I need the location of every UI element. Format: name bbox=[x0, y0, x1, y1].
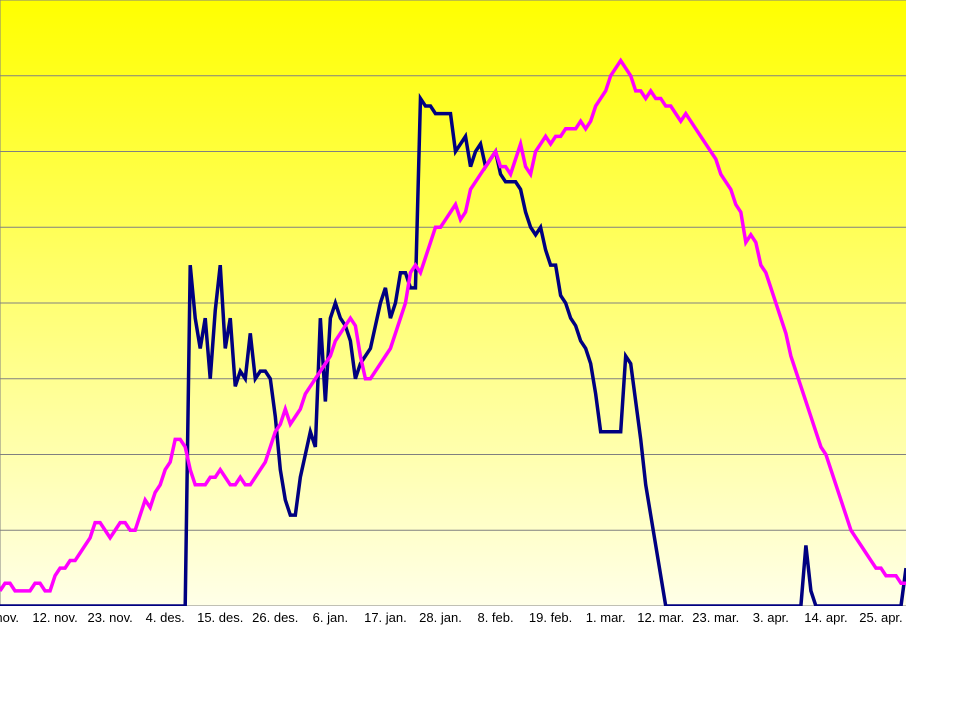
x-tick-label: 15. des. bbox=[197, 606, 243, 625]
x-tick-label: 4. des. bbox=[146, 606, 185, 625]
plot-svg bbox=[0, 0, 906, 606]
x-tick-label: 6. jan. bbox=[313, 606, 348, 625]
x-tick-label: 3. apr. bbox=[753, 606, 789, 625]
x-tick-label: 1. nov. bbox=[0, 606, 19, 625]
x-tick-label: 12. nov. bbox=[32, 606, 77, 625]
x-tick-label: 28. jan. bbox=[419, 606, 462, 625]
chart-root: Snow depth season 2011/2012Average snow … bbox=[0, 0, 960, 720]
x-tick-label: 14. apr. bbox=[804, 606, 847, 625]
x-tick-label: 23. nov. bbox=[87, 606, 132, 625]
plot-area: cm 010203040506070801. nov.12. nov.23. n… bbox=[0, 0, 906, 606]
x-tick-label: 17. jan. bbox=[364, 606, 407, 625]
x-tick-label: 25. apr. bbox=[859, 606, 902, 625]
x-tick-label: 8. feb. bbox=[477, 606, 513, 625]
x-tick-label: 19. feb. bbox=[529, 606, 572, 625]
x-tick-label: 26. des. bbox=[252, 606, 298, 625]
x-tick-label: 23. mar. bbox=[692, 606, 739, 625]
x-tick-label: 1. mar. bbox=[586, 606, 626, 625]
x-tick-label: 12. mar. bbox=[637, 606, 684, 625]
